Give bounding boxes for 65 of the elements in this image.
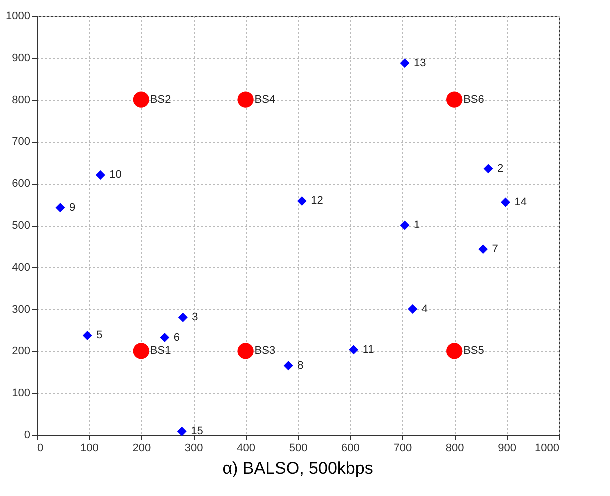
- x-tick-label: 800: [446, 442, 464, 454]
- x-tick-label: 300: [184, 442, 204, 454]
- point: [446, 343, 463, 360]
- y-tick-label: 200: [12, 346, 30, 358]
- x-tick-label: 400: [237, 442, 256, 454]
- annotation: 3: [192, 312, 198, 324]
- x-tick-label: 0: [38, 442, 44, 454]
- point: [96, 170, 106, 180]
- y-tick-label: 500: [12, 220, 30, 232]
- annotation: BS3: [254, 345, 276, 358]
- point: [400, 58, 410, 68]
- annotation: 1: [414, 220, 420, 232]
- annotation: 7: [492, 243, 498, 256]
- y-tick-label: 100: [12, 388, 30, 400]
- point: [133, 92, 150, 108]
- point: [238, 92, 254, 108]
- x-tick-label: 900: [498, 442, 516, 454]
- y-tick-label: 800: [12, 94, 30, 106]
- y-tick-label: 900: [12, 52, 30, 64]
- annotation: BS1: [150, 345, 172, 358]
- point: [133, 343, 150, 360]
- point: [297, 196, 307, 206]
- point: [484, 164, 494, 174]
- annotation: 6: [174, 332, 180, 344]
- annotation: 8: [298, 360, 304, 372]
- point: [284, 361, 294, 371]
- point: [238, 343, 254, 360]
- annotation: 12: [311, 195, 324, 208]
- annotation: 14: [514, 196, 528, 208]
- point: [56, 203, 66, 213]
- annotation: 2: [498, 162, 504, 175]
- y-tick-label: 0: [24, 430, 30, 442]
- point: [408, 304, 418, 314]
- point: [82, 330, 92, 340]
- annotation: 5: [96, 330, 103, 342]
- point: [446, 92, 463, 108]
- x-tick-label: 700: [394, 442, 412, 454]
- point: [400, 220, 410, 230]
- point: [177, 426, 187, 436]
- annotation: BS5: [464, 345, 484, 358]
- point: [160, 333, 170, 343]
- x-tick-label: 1000: [535, 442, 560, 454]
- point: [478, 244, 488, 254]
- annotation: 13: [414, 57, 426, 70]
- annotation: 4: [422, 303, 428, 316]
- annotation: 9: [69, 202, 76, 214]
- point: [349, 345, 359, 355]
- point: [501, 198, 510, 208]
- text: α) BALSO, 500kbps: [222, 459, 374, 478]
- x-tick-label: 200: [132, 442, 152, 454]
- x-tick-label: 600: [342, 442, 360, 454]
- annotation: 15: [191, 426, 204, 438]
- y-tick-label: 600: [12, 178, 30, 190]
- y-tick-label: 400: [12, 262, 30, 274]
- y-tick-label: 1000: [6, 10, 30, 22]
- point: [178, 312, 188, 322]
- y-tick-label: 300: [12, 304, 30, 316]
- x-tick-label: 500: [289, 442, 308, 454]
- annotation: BS4: [254, 94, 276, 106]
- annotation: 11: [362, 344, 374, 356]
- annotation: BS6: [464, 94, 484, 106]
- annotation: 10: [110, 169, 122, 182]
- y-tick-label: 700: [12, 136, 30, 148]
- x-tick-label: 100: [80, 442, 99, 454]
- annotation: BS2: [150, 94, 172, 106]
